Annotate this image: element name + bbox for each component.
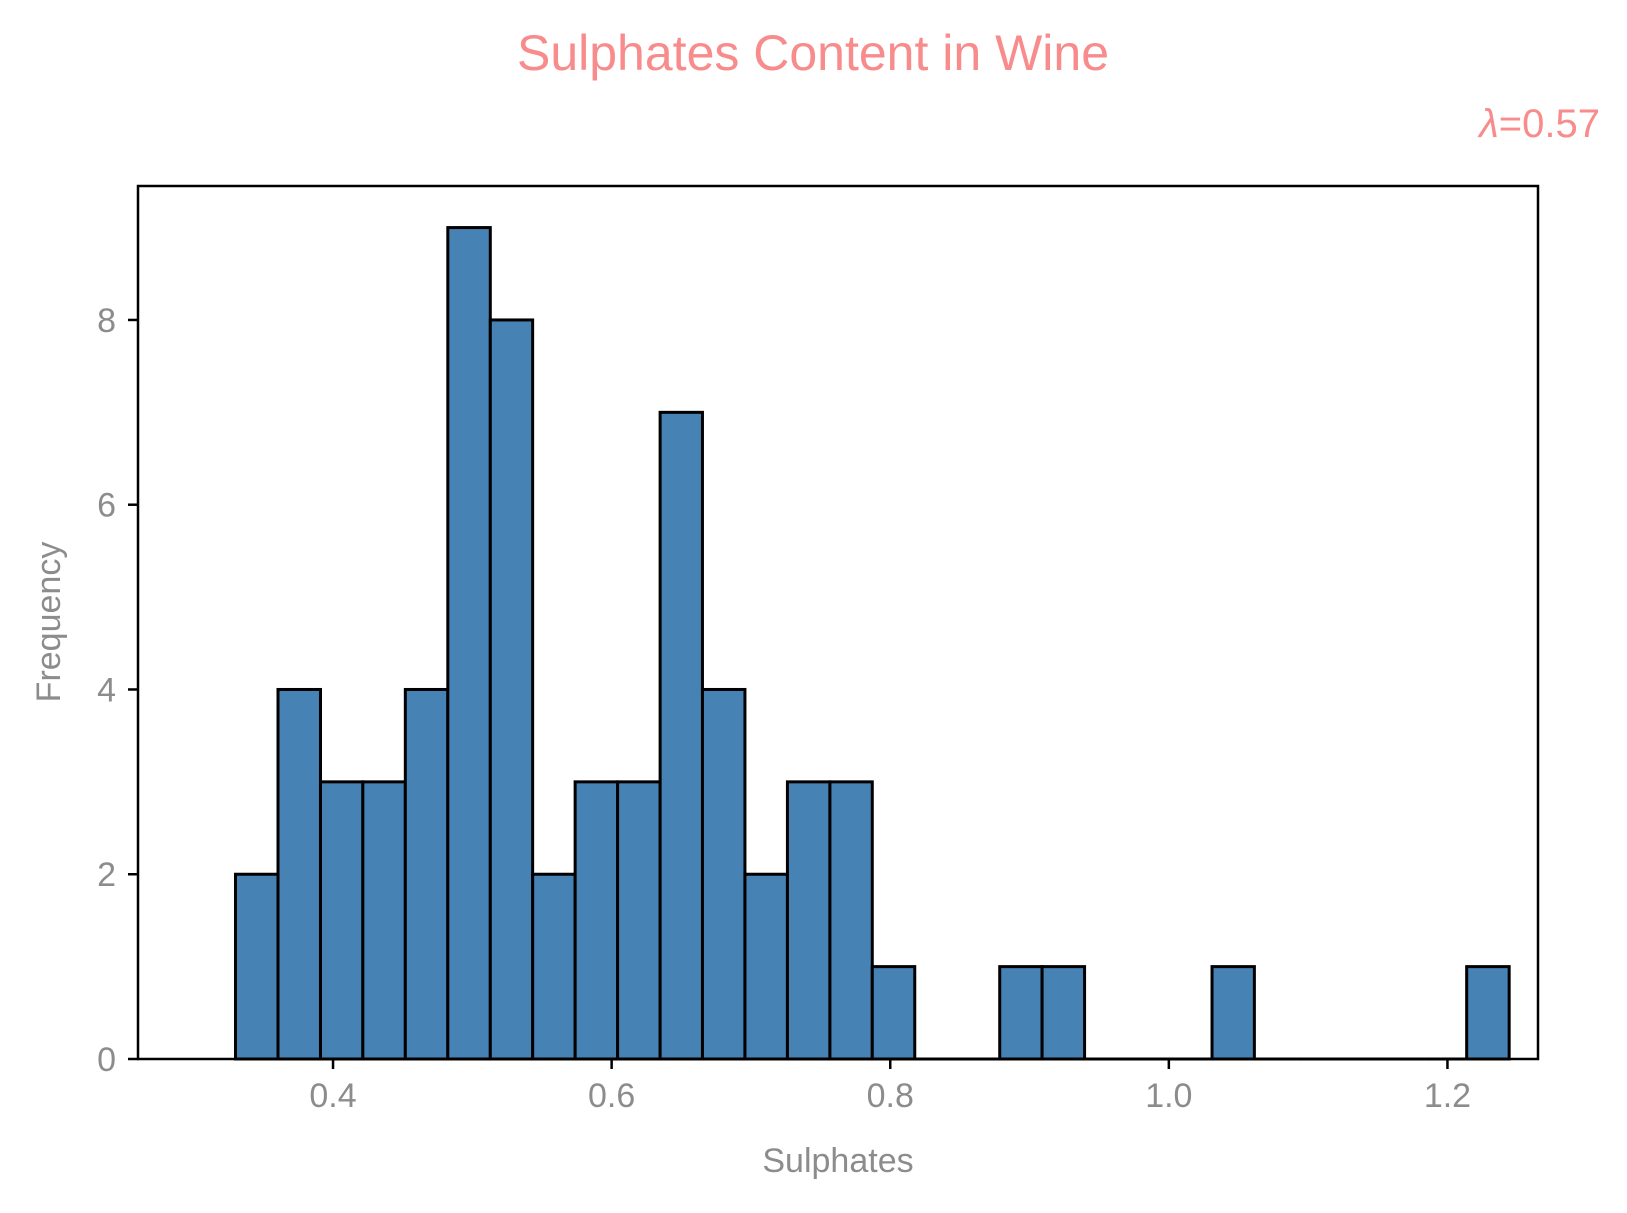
histogram-bar (743, 872, 789, 1061)
y-tick-label: 4 (97, 671, 116, 709)
lambda-symbol: λ (1477, 102, 1499, 146)
histogram-bar (1040, 965, 1087, 1061)
histogram-bar (488, 318, 535, 1061)
histogram-bar (828, 780, 874, 1061)
histogram-bar (616, 780, 662, 1061)
histogram-bar (276, 687, 322, 1061)
histogram-bar (785, 780, 832, 1061)
histogram-bar (361, 780, 407, 1061)
histogram-bar (318, 780, 365, 1061)
histogram-bar (573, 780, 620, 1061)
x-tick-label: 1.0 (1145, 1077, 1192, 1115)
x-tick-label: 0.6 (588, 1077, 635, 1115)
y-axis-label: Frequency (30, 542, 68, 703)
y-tick-label: 6 (97, 487, 116, 525)
x-axis-label: Sulphates (762, 1142, 913, 1180)
y-tick-label: 8 (97, 302, 116, 340)
histogram-bar (700, 687, 747, 1061)
x-tick-label: 0.8 (867, 1077, 914, 1115)
y-tick-label: 2 (97, 856, 116, 894)
lambda-annotation: λ=0.57 (1477, 102, 1600, 146)
plot-frame (136, 184, 1540, 1061)
histogram-bar (870, 965, 917, 1061)
histogram-bar (234, 872, 280, 1061)
histogram-bar (446, 226, 492, 1061)
y-tick-label: 0 (97, 1041, 116, 1079)
x-tick-label: 0.4 (309, 1077, 356, 1115)
histogram-bar (658, 410, 704, 1061)
x-tick-label: 1.2 (1424, 1077, 1471, 1115)
chart-title: Sulphates Content in Wine (517, 25, 1109, 81)
histogram-bar (531, 872, 577, 1061)
histogram-bar (1465, 965, 1511, 1061)
y-axis: 0 2 4 6 8 (97, 302, 138, 1079)
histogram-bar (998, 965, 1044, 1061)
histogram-bar (403, 687, 450, 1061)
histogram-bar (1210, 965, 1256, 1061)
x-axis: 0.4 0.6 0.8 1.0 1.2 (309, 1059, 1471, 1115)
lambda-value: =0.57 (1499, 102, 1600, 146)
bars-layer (234, 226, 1511, 1061)
